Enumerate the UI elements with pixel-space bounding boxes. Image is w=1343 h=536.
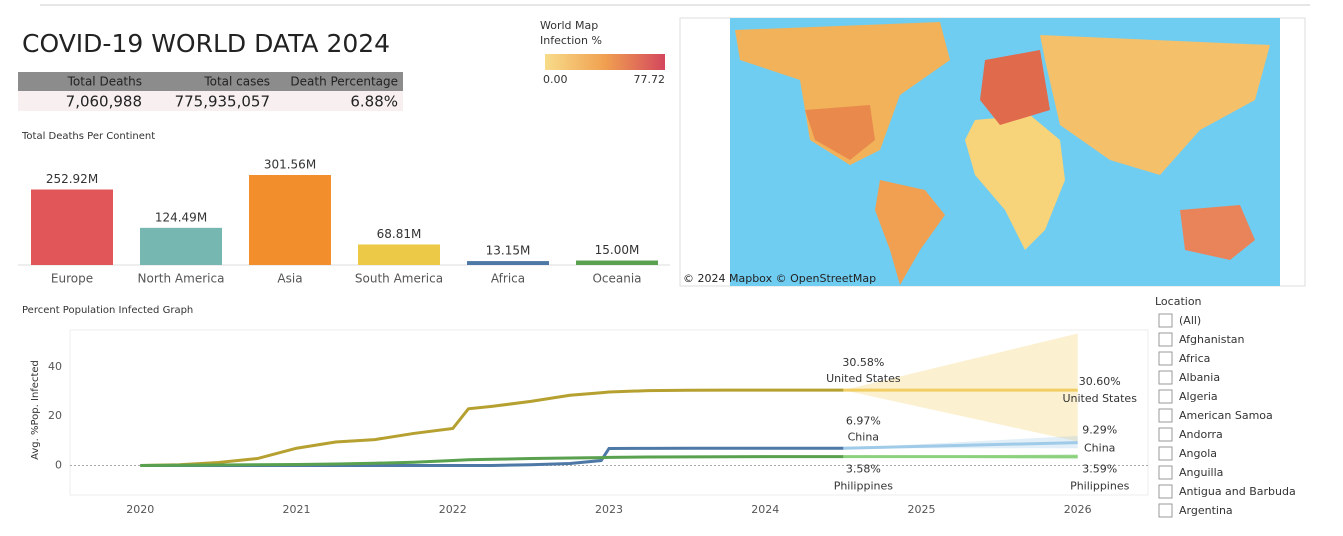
x-tick-label: South America xyxy=(355,272,443,286)
filter-item[interactable]: American Samoa xyxy=(1179,409,1273,422)
filter-item[interactable]: Argentina xyxy=(1179,504,1233,517)
plot-frame xyxy=(69,329,1149,496)
checkbox[interactable] xyxy=(1158,351,1173,366)
bar-value-label: 252.92M xyxy=(46,172,98,186)
y-tick-label: 40 xyxy=(48,360,62,373)
x-tick-label: 2025 xyxy=(907,503,935,516)
legend-gradient xyxy=(545,54,665,70)
chart-title: Percent Population Infected Graph xyxy=(22,305,193,316)
filter-item[interactable]: Angola xyxy=(1179,447,1217,460)
series-label: Philippines xyxy=(1070,480,1130,493)
x-tick-label: 2020 xyxy=(126,503,154,516)
x-tick-label: North America xyxy=(138,272,225,286)
bar-value-label: 13.15M xyxy=(486,244,531,258)
forecast-value-label: 3.58% xyxy=(846,463,881,476)
legend-title: World Map xyxy=(540,19,598,32)
filter-title: Location xyxy=(1155,295,1202,308)
series-label: Philippines xyxy=(834,480,894,493)
legend-subtitle: Infection % xyxy=(540,34,602,47)
checkbox[interactable] xyxy=(1158,465,1173,480)
south-america xyxy=(875,180,945,285)
legend-max: 77.72 xyxy=(634,73,666,86)
checkbox[interactable] xyxy=(1158,446,1173,461)
africa xyxy=(965,115,1065,250)
y-axis-label: Avg. %Pop. Infected xyxy=(30,360,41,460)
bar[interactable] xyxy=(31,189,113,265)
series-label: United States xyxy=(826,372,901,385)
kpi-value: 775,935,057 xyxy=(175,93,270,111)
map-attribution: © 2024 Mapbox © OpenStreetMap xyxy=(683,272,876,285)
checkbox[interactable] xyxy=(1158,484,1173,499)
kpi-row-bg xyxy=(18,91,403,111)
checkbox[interactable] xyxy=(1158,332,1173,347)
location-filter: (All) Afghanistan Africa Albania Algeria Amer… xyxy=(1158,313,1296,518)
forecast-value-label: 3.59% xyxy=(1082,463,1117,476)
forecast-band xyxy=(843,333,1078,442)
checkbox[interactable] xyxy=(1158,408,1173,423)
map[interactable] xyxy=(679,17,1306,287)
x-tick-label: Africa xyxy=(491,272,525,286)
series-label: United States xyxy=(1062,392,1137,405)
bar-value-label: 124.49M xyxy=(155,210,207,224)
checkbox[interactable] xyxy=(1158,427,1173,442)
filter-item[interactable]: Albania xyxy=(1179,371,1220,384)
filter-item[interactable]: (All) xyxy=(1179,314,1201,327)
x-tick-label: Asia xyxy=(277,272,302,286)
checkbox[interactable] xyxy=(1158,370,1173,385)
chart-title: Total Deaths Per Continent xyxy=(21,131,155,142)
filter-item[interactable]: Antigua and Barbuda xyxy=(1179,485,1296,498)
x-tick-label: Europe xyxy=(51,272,93,286)
forecast-value-label: 9.29% xyxy=(1082,424,1117,437)
x-tick-label: Oceania xyxy=(592,272,641,286)
checkbox[interactable] xyxy=(1158,503,1173,518)
legend-min: 0.00 xyxy=(543,73,568,86)
y-tick-label: 0 xyxy=(55,458,62,471)
kpi-header: Total Deaths xyxy=(67,75,142,89)
series-line[interactable] xyxy=(140,388,844,467)
north-america xyxy=(735,22,950,165)
filter-item[interactable]: Andorra xyxy=(1179,428,1223,441)
forecast-value-label: 30.60% xyxy=(1079,375,1121,388)
y-tick-label: 20 xyxy=(48,409,62,422)
kpi-value: 6.88% xyxy=(350,93,398,111)
filter-item[interactable]: Anguilla xyxy=(1179,466,1223,479)
bar-value-label: 301.56M xyxy=(264,158,316,172)
australia xyxy=(1180,205,1255,260)
x-tick-label: 2024 xyxy=(751,503,779,516)
forecast-value-label: 30.58% xyxy=(842,356,884,369)
series-line[interactable] xyxy=(140,455,844,467)
filter-item[interactable]: Afghanistan xyxy=(1179,333,1245,346)
bar[interactable] xyxy=(140,227,222,265)
checkbox[interactable] xyxy=(1158,313,1173,328)
x-tick-label: 2022 xyxy=(439,503,467,516)
bar[interactable] xyxy=(358,244,440,265)
x-tick-label: 2026 xyxy=(1064,503,1092,516)
bar[interactable] xyxy=(576,260,658,265)
usa xyxy=(805,105,875,160)
kpi-value: 7,060,988 xyxy=(66,93,142,111)
dashboard-title: COVID-19 WORLD DATA 2024 xyxy=(22,29,390,58)
x-tick-label: 2021 xyxy=(283,503,311,516)
europe xyxy=(980,50,1050,125)
bar[interactable] xyxy=(467,261,549,265)
filter-item[interactable]: Algeria xyxy=(1179,390,1218,403)
forecast-line xyxy=(843,441,1078,450)
bar[interactable] xyxy=(249,175,331,265)
kpi-header: Death Percentage xyxy=(290,75,398,89)
bar-value-label: 15.00M xyxy=(595,243,640,257)
filter-item[interactable]: Africa xyxy=(1179,352,1210,365)
forecast-value-label: 6.97% xyxy=(846,414,881,427)
series-label: China xyxy=(1084,442,1115,455)
kpi-header-bg xyxy=(18,72,403,91)
checkbox[interactable] xyxy=(1158,389,1173,404)
bar-value-label: 68.81M xyxy=(377,227,422,241)
asia xyxy=(1040,35,1270,175)
x-tick-label: 2023 xyxy=(595,503,623,516)
kpi-header: Total cases xyxy=(203,75,270,89)
series-label: China xyxy=(848,430,879,443)
